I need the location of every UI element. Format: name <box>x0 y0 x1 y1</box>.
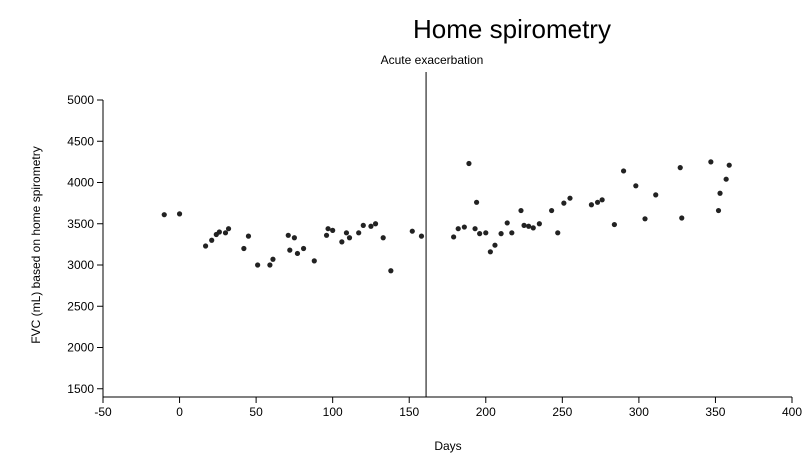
data-point <box>255 262 261 268</box>
data-point <box>483 230 489 236</box>
data-point <box>504 220 510 226</box>
x-tick-label: 200 <box>476 405 496 419</box>
data-point <box>726 162 732 168</box>
data-point <box>536 221 542 227</box>
data-point <box>472 226 478 232</box>
data-point <box>311 258 317 264</box>
y-tick-label: 4000 <box>67 176 94 190</box>
data-point <box>492 242 498 248</box>
x-tick-label: 50 <box>249 405 263 419</box>
x-tick-label: 250 <box>552 405 572 419</box>
data-point <box>356 230 362 236</box>
data-point <box>466 160 472 167</box>
data-point <box>679 215 685 221</box>
data-point <box>176 211 183 217</box>
y-tick-label: 2500 <box>67 299 94 313</box>
x-tick-label: 350 <box>705 405 725 419</box>
data-point <box>285 232 291 238</box>
data-point <box>473 199 480 205</box>
annotation-label: Acute exacerbation <box>381 53 484 67</box>
data-point <box>225 226 232 232</box>
y-tick-label: 3000 <box>67 258 94 272</box>
data-point <box>717 190 723 196</box>
data-point <box>372 221 379 227</box>
y-tick-label: 5000 <box>67 93 94 107</box>
data-point <box>291 235 297 241</box>
data-point <box>518 207 524 214</box>
x-tick-label: 300 <box>629 405 649 419</box>
data-point <box>653 192 659 198</box>
data-point <box>300 245 307 252</box>
data-point <box>380 235 386 241</box>
data-point <box>346 235 353 241</box>
data-point <box>323 232 330 238</box>
data-point <box>368 223 374 229</box>
data-point <box>241 245 247 252</box>
data-point <box>222 230 229 236</box>
data-point <box>611 221 617 228</box>
data-point <box>287 247 293 253</box>
data-point <box>509 230 515 236</box>
data-point <box>715 207 722 214</box>
data-point <box>216 229 222 235</box>
data-point <box>270 256 276 262</box>
data-point <box>202 243 209 249</box>
data-point <box>594 199 601 205</box>
data-point <box>330 227 336 233</box>
data-point <box>498 231 504 237</box>
data-point <box>526 223 532 229</box>
data-point <box>549 207 555 214</box>
y-tick-label: 1500 <box>67 382 94 396</box>
data-point <box>245 233 252 239</box>
x-tick-label: 0 <box>176 405 183 419</box>
data-point <box>455 226 461 232</box>
data-point <box>561 200 567 206</box>
data-point <box>477 231 483 237</box>
data-point <box>418 233 425 239</box>
x-axis-label: Days <box>434 439 461 453</box>
data-point <box>294 250 301 257</box>
y-axis: 1500 2000 2500 3000 3500 4000 4500 5000 <box>67 93 104 397</box>
data-point <box>461 224 467 230</box>
y-tick-label: 4500 <box>67 134 94 148</box>
chart-title: Home spirometry <box>413 14 611 44</box>
data-point <box>677 165 683 171</box>
data-point <box>723 176 729 182</box>
data-point <box>521 222 527 228</box>
data-point <box>209 237 215 243</box>
x-tick-label: -50 <box>94 405 112 419</box>
data-point <box>599 197 605 203</box>
x-tick-label: 400 <box>782 405 802 419</box>
data-point <box>487 249 493 255</box>
data-points <box>161 159 732 274</box>
data-point <box>343 230 350 236</box>
y-axis-label: FVC (mL) based on home spirometry <box>29 146 43 343</box>
data-point <box>388 268 394 274</box>
data-point <box>642 216 648 222</box>
data-point <box>555 230 561 236</box>
data-point <box>708 159 714 165</box>
y-tick-label: 2000 <box>67 341 94 355</box>
data-point <box>409 228 415 234</box>
data-point <box>325 226 331 232</box>
data-point <box>567 195 573 201</box>
data-point <box>620 168 627 174</box>
data-point <box>530 225 536 231</box>
x-axis: -50 0 50 100 150 200 250 300 350 400 <box>94 396 802 419</box>
data-point <box>339 239 345 245</box>
data-point <box>161 212 167 218</box>
x-tick-label: 100 <box>323 405 343 419</box>
data-point <box>360 222 366 228</box>
y-tick-label: 3500 <box>67 217 94 231</box>
data-point <box>451 234 457 240</box>
data-point <box>633 183 639 189</box>
data-point <box>267 262 273 268</box>
data-point <box>588 202 595 208</box>
x-tick-label: 150 <box>399 405 419 419</box>
